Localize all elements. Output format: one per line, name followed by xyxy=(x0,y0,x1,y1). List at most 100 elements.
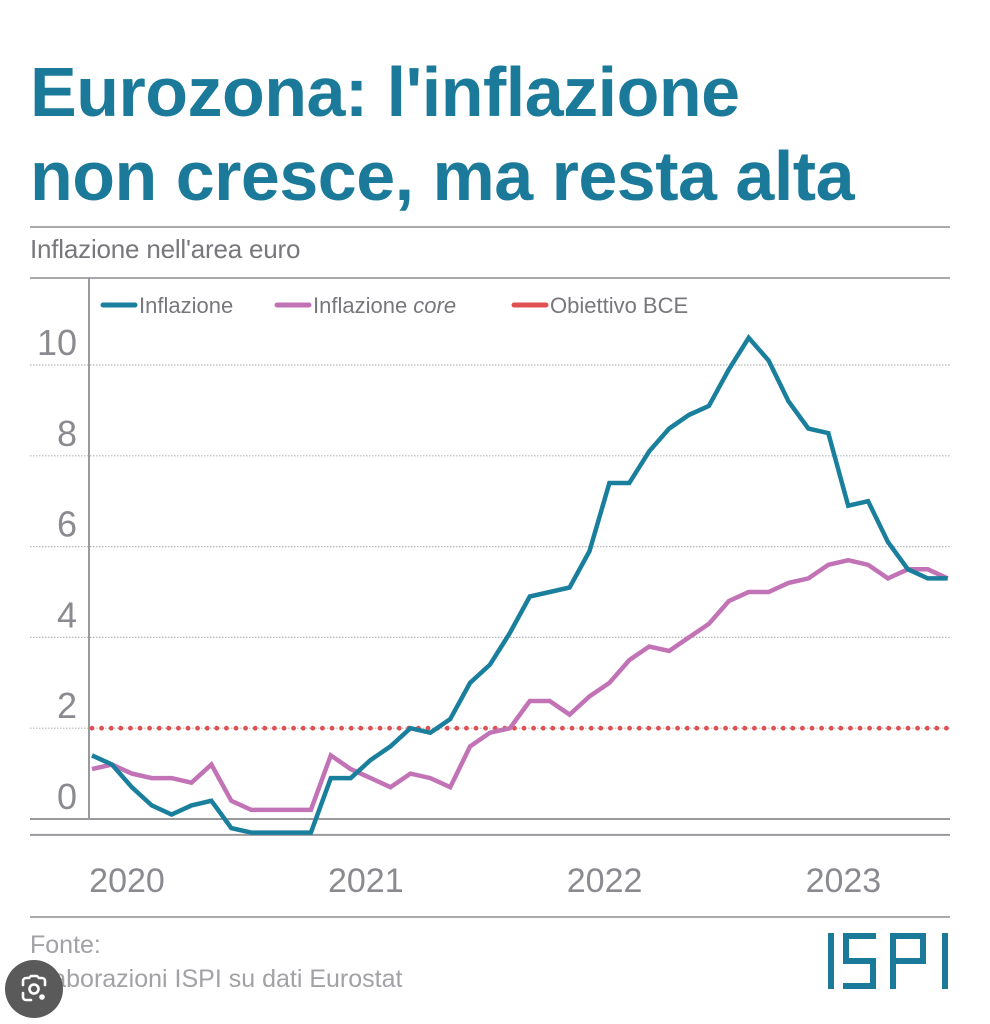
axes xyxy=(30,278,950,836)
series-lines xyxy=(91,334,949,835)
target-dot xyxy=(588,725,594,731)
target-dot xyxy=(886,725,892,731)
legend-item: Inflazione core xyxy=(274,293,456,318)
target-dot xyxy=(473,725,479,731)
y-tick-label: 8 xyxy=(57,413,77,454)
target-dot xyxy=(147,725,153,731)
target-dot xyxy=(454,725,460,731)
target-dot xyxy=(857,725,863,731)
legend-label: Inflazione core xyxy=(313,293,456,318)
x-tick-label: 2022 xyxy=(567,862,643,900)
target-dot xyxy=(127,725,133,731)
target-dot xyxy=(521,725,527,731)
target-dot xyxy=(905,725,911,731)
target-dot xyxy=(617,725,623,731)
target-dot xyxy=(944,725,949,731)
target-dot xyxy=(176,725,181,731)
target-dot xyxy=(828,725,834,731)
gridlines xyxy=(30,364,950,729)
chart-title: Eurozona: l'inflazione non cresce, ma re… xyxy=(30,50,855,218)
target-dot xyxy=(675,725,680,731)
target-dot xyxy=(377,725,383,731)
target-dot xyxy=(665,725,671,731)
target-dot xyxy=(310,725,316,731)
x-tick-label: 2021 xyxy=(328,862,404,900)
target-dot xyxy=(876,725,882,731)
target-dot xyxy=(780,725,786,731)
target-dot xyxy=(396,725,402,731)
target-dot xyxy=(252,725,258,731)
subtitle-divider xyxy=(30,277,950,279)
source-label: Fonte: xyxy=(30,931,101,959)
target-dot xyxy=(800,725,805,731)
target-dot xyxy=(761,725,767,731)
legend-item: Obiettivo BCE xyxy=(511,293,688,318)
target-dot xyxy=(896,725,901,731)
target-dot xyxy=(550,725,556,731)
source-note: Fonte: Elaborazioni ISPI su dati Eurosta… xyxy=(30,928,402,996)
target-dot xyxy=(214,725,220,731)
target-dot xyxy=(684,725,690,731)
target-dot xyxy=(425,725,431,731)
target-dot xyxy=(646,725,652,731)
target-dot xyxy=(204,725,210,731)
target-dot xyxy=(704,725,709,731)
target-dot xyxy=(348,725,354,731)
target-dot xyxy=(579,725,584,731)
google-lens-icon xyxy=(21,974,47,1002)
target-dot xyxy=(137,725,143,731)
target-dot xyxy=(723,725,728,731)
target-dot xyxy=(531,725,536,731)
target-dot xyxy=(185,725,191,731)
title-line-1: Eurozona: l'inflazione xyxy=(30,53,740,131)
target-dot xyxy=(281,725,287,731)
target-dot xyxy=(243,725,249,731)
target-dot xyxy=(924,725,930,731)
legend: Inflazione Inflazione core Obiettivo BCE xyxy=(100,293,688,318)
target-dot xyxy=(300,725,306,731)
target-dot xyxy=(166,725,172,731)
chart-subtitle: Inflazione nell'area euro xyxy=(30,234,301,264)
title-divider xyxy=(30,226,950,228)
y-tick-label: 6 xyxy=(57,504,77,545)
target-dot xyxy=(838,725,844,731)
target-dot xyxy=(742,725,748,731)
y-tick-label: 10 xyxy=(37,322,77,363)
series-inflazione xyxy=(91,334,948,835)
google-lens-button[interactable] xyxy=(5,960,63,1018)
target-dot xyxy=(233,725,239,731)
target-dot xyxy=(156,725,162,731)
target-dot xyxy=(108,725,114,731)
target-dot xyxy=(89,725,95,731)
target-dot xyxy=(752,725,757,731)
series-line xyxy=(91,334,948,835)
target-dot xyxy=(569,725,575,731)
target-dot xyxy=(809,725,815,731)
target-dot xyxy=(329,725,335,731)
target-dot xyxy=(713,725,719,731)
target-dot xyxy=(368,725,373,731)
target-dot xyxy=(262,725,268,731)
target-dot xyxy=(848,725,853,731)
y-tick-label: 0 xyxy=(57,776,77,817)
target-dot xyxy=(819,725,824,731)
reference-line-ecb-target xyxy=(89,725,949,731)
target-dot xyxy=(934,725,940,731)
reference-lines xyxy=(89,725,949,731)
y-tick-labels: 0 2 4 6 8 10 xyxy=(37,322,77,817)
target-dot xyxy=(608,725,613,731)
series-line xyxy=(91,557,949,813)
target-dot xyxy=(636,725,642,731)
legend-label: Obiettivo BCE xyxy=(550,293,688,318)
target-dot xyxy=(464,725,469,731)
target-dot xyxy=(915,725,920,731)
target-dot xyxy=(224,725,229,731)
target-dot xyxy=(118,725,124,731)
target-dot xyxy=(483,725,488,731)
target-dot xyxy=(358,725,364,731)
target-dot xyxy=(320,725,325,731)
x-tick-labels: 2020 2021 2022 2023 xyxy=(89,862,881,900)
target-dot xyxy=(694,725,700,731)
target-dot xyxy=(771,725,776,731)
